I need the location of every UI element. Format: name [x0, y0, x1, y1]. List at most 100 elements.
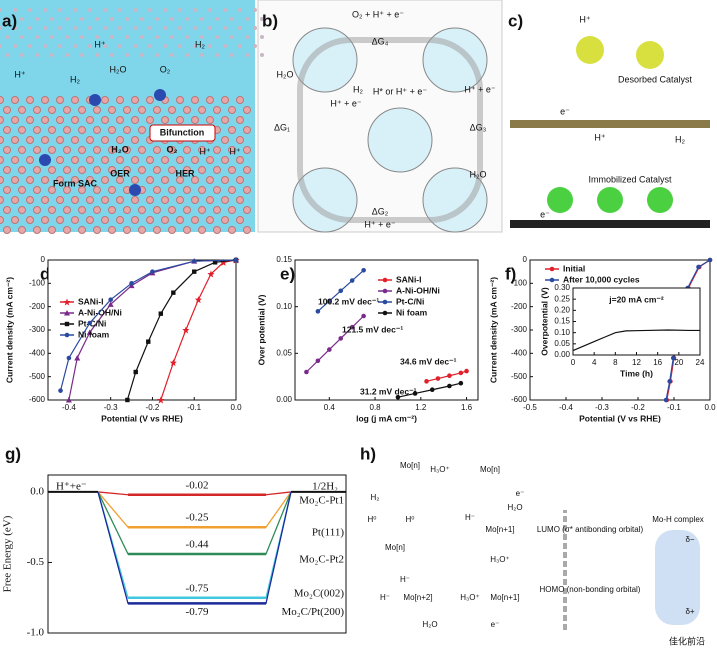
atom [33, 166, 41, 174]
y-tick-label: -600 [29, 395, 46, 404]
atom [191, 176, 199, 184]
x-tick-label: -0.2 [631, 403, 645, 412]
x-tick-label: 0.8 [370, 403, 382, 412]
atom [140, 17, 144, 21]
atom [0, 176, 4, 184]
atom [73, 8, 77, 12]
atom [153, 106, 161, 114]
atom [183, 166, 191, 174]
atom [168, 146, 176, 154]
marker [65, 397, 72, 403]
panel_h-text: H₃O⁺ [490, 555, 509, 564]
atom [208, 44, 212, 48]
atom [243, 146, 251, 154]
atom [131, 216, 139, 224]
atom [206, 116, 214, 124]
atom [125, 35, 129, 39]
atom [13, 26, 17, 30]
atom [153, 146, 161, 154]
x-tick-label: 16 [653, 358, 662, 367]
layer [510, 120, 710, 128]
atom [80, 35, 84, 39]
atom [125, 53, 129, 57]
atom [178, 44, 182, 48]
x-tick-label: -0.4 [62, 403, 76, 412]
panel_c-text: H⁺ [579, 14, 590, 24]
atom [153, 186, 161, 194]
atom [78, 226, 86, 234]
atom [33, 146, 41, 154]
atom [93, 106, 101, 114]
legend-marker [382, 288, 388, 294]
atom [101, 216, 109, 224]
atom [118, 8, 122, 12]
atom [221, 176, 229, 184]
x-axis-label: log (j mA cm⁻²) [356, 413, 417, 423]
panel_a-text: Form SAC [53, 178, 98, 188]
y-tick-label: -1.0 [27, 627, 45, 639]
atom [178, 8, 182, 12]
atom [58, 26, 62, 30]
atom [213, 226, 221, 234]
panel_a-text: O₂ [167, 144, 178, 154]
atom [95, 53, 99, 57]
atom [43, 44, 47, 48]
atom [71, 136, 79, 144]
marker [212, 260, 218, 265]
atom [0, 116, 4, 124]
legend-label: SANi-I [396, 274, 422, 284]
atom [88, 44, 92, 48]
atom [146, 156, 154, 164]
y-tick-label: 0.00 [554, 350, 570, 359]
panel-label: f) [505, 264, 516, 283]
atom [73, 44, 77, 48]
atom [131, 116, 139, 124]
marker [435, 376, 441, 381]
marker [171, 290, 176, 295]
atom [103, 8, 107, 12]
atom [26, 136, 34, 144]
y-tick-label: 0.15 [554, 317, 570, 326]
atom [146, 196, 154, 204]
atom [138, 226, 146, 234]
atom [93, 126, 101, 134]
marker [315, 358, 321, 364]
x-tick-label: 0.0 [230, 403, 242, 412]
atom [163, 26, 167, 30]
panel_a-text: H₂O [110, 64, 127, 74]
atom [110, 17, 114, 21]
x-tick-label: -0.3 [104, 403, 118, 412]
atom [116, 176, 124, 184]
atom [78, 146, 86, 154]
start-label: H⁺+e⁻ [56, 481, 87, 493]
y-tick-label: 0.30 [554, 283, 570, 292]
atom [71, 116, 79, 124]
atom [206, 216, 214, 224]
x-tick-label: -0.5 [523, 403, 537, 412]
atom [228, 146, 236, 154]
catalyst [576, 36, 604, 64]
atom [58, 8, 62, 12]
atom [41, 96, 49, 104]
atom [26, 96, 34, 104]
atom [236, 176, 244, 184]
atom [191, 96, 199, 104]
atom [11, 156, 19, 164]
atom [200, 35, 204, 39]
atom [221, 216, 229, 224]
atom [183, 186, 191, 194]
atom [138, 146, 146, 154]
atom [11, 216, 19, 224]
legend-marker [64, 332, 70, 338]
marker [191, 258, 197, 264]
annotation: 31.2 mV dec⁻¹ [360, 386, 417, 396]
atom [108, 226, 116, 234]
panel_a-text: H⁺ [229, 146, 240, 156]
panel_a-text: H⁺ [199, 146, 210, 156]
panel_h-text: HOMO (non-bonding orbital) [540, 585, 641, 594]
legend-label: Ni foam [78, 329, 110, 339]
panel_h-text: Mo[n+2] [403, 593, 432, 602]
atom [86, 136, 94, 144]
atom [108, 106, 116, 114]
atom [140, 53, 144, 57]
